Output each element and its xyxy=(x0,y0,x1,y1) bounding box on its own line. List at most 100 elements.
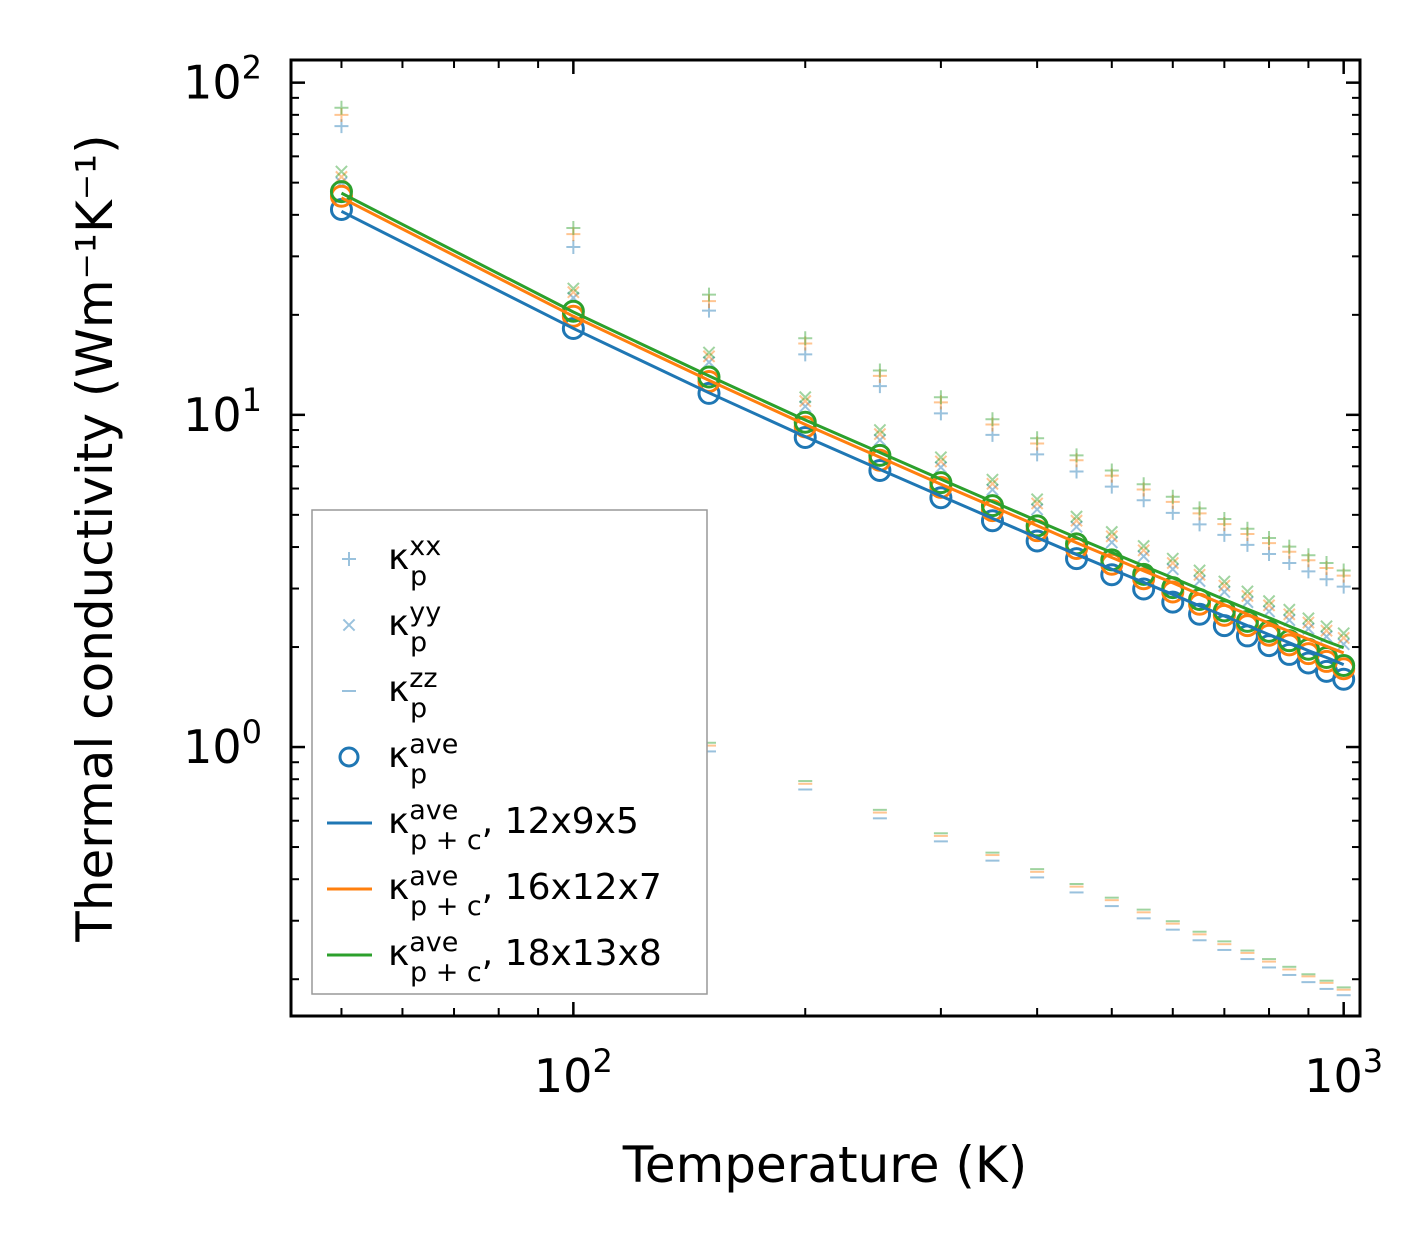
plus-marker xyxy=(1262,530,1277,545)
cross-marker xyxy=(567,285,580,299)
circle-marker xyxy=(1332,667,1356,691)
cross-marker xyxy=(986,473,999,486)
plus-marker xyxy=(1336,579,1351,594)
legend-entry: κave p + c, 16x12x7 xyxy=(327,861,662,922)
circle-marker xyxy=(929,486,953,510)
cross-marker xyxy=(1166,552,1180,565)
plus-marker xyxy=(1136,493,1151,508)
circle-marker xyxy=(1132,577,1156,601)
cross-marker xyxy=(1030,497,1044,510)
plus-marker xyxy=(1030,436,1045,451)
cross-marker xyxy=(1030,503,1044,516)
legend-label: κave p + c, 18x13x8 xyxy=(388,927,662,988)
cross-marker xyxy=(1070,520,1083,534)
cross-marker xyxy=(1283,607,1296,621)
plus-marker xyxy=(1165,494,1180,509)
plus-marker xyxy=(872,363,887,378)
plus-marker xyxy=(933,406,948,421)
plus-marker xyxy=(1217,527,1232,542)
series-line xyxy=(340,196,1345,655)
cross-marker xyxy=(1030,492,1044,506)
legend-label: κave p xyxy=(388,729,458,790)
cross-marker xyxy=(934,451,948,464)
cross-marker xyxy=(986,477,999,491)
cross-marker xyxy=(798,394,812,408)
cross-marker xyxy=(1218,579,1231,592)
series-layer xyxy=(329,100,1356,997)
plus-marker xyxy=(334,119,349,134)
legend-label: κzz p xyxy=(388,663,438,724)
x-tick-label: 102 xyxy=(534,1042,613,1103)
plus-marker xyxy=(1104,468,1119,483)
plus-marker xyxy=(334,100,349,115)
cross-marker xyxy=(1302,612,1315,625)
cross-marker xyxy=(1070,510,1083,523)
plus-marker xyxy=(1336,568,1351,583)
cross-marker xyxy=(986,483,999,497)
x-tick-label: 103 xyxy=(1304,1042,1383,1103)
plus-marker xyxy=(798,331,813,346)
plus-marker xyxy=(1319,556,1334,571)
legend-label: κxx p xyxy=(388,531,441,592)
series-kp_xx_16x12x7 xyxy=(334,107,1351,583)
circle-marker xyxy=(868,458,892,482)
legend-label: κave p + c, 16x12x7 xyxy=(388,861,662,922)
plus-marker xyxy=(1217,517,1232,532)
cross-marker xyxy=(1193,574,1206,588)
plus-marker xyxy=(701,303,716,318)
plus-marker xyxy=(985,427,1000,442)
plus-marker xyxy=(1240,537,1255,552)
y-axis-label: Thermal conductivity (Wm⁻¹K⁻¹) xyxy=(66,134,124,942)
plus-marker xyxy=(1165,505,1180,520)
cross-marker xyxy=(1241,585,1254,598)
cross-marker xyxy=(1137,544,1150,557)
plus-marker xyxy=(334,107,349,122)
circle-marker xyxy=(980,509,1004,533)
circle-marker xyxy=(793,410,817,434)
cross-marker xyxy=(934,461,948,474)
plus-marker xyxy=(1301,548,1316,563)
plus-marker xyxy=(1104,463,1119,478)
plus-marker xyxy=(985,412,1000,427)
plus-marker xyxy=(701,287,716,302)
plus-marker xyxy=(1069,453,1084,468)
legend-box xyxy=(311,509,708,995)
circle-marker xyxy=(329,180,353,204)
cross-marker xyxy=(1137,539,1150,553)
legend-label: κave p + c, 12x9x5 xyxy=(388,795,639,856)
cross-marker xyxy=(1283,603,1296,617)
plus-marker xyxy=(872,368,887,383)
legend-entry: κyy p xyxy=(342,597,441,658)
plus-marker xyxy=(1336,563,1351,578)
legend-entry: κave p xyxy=(338,729,458,790)
plus-marker xyxy=(1262,536,1277,551)
plus-marker xyxy=(933,390,948,405)
plus-marker xyxy=(1165,489,1180,504)
legend-marker-swatch xyxy=(342,618,356,632)
series-kpc_ave_18x13x8 xyxy=(340,191,1345,650)
cross-marker xyxy=(798,390,812,404)
plus-marker xyxy=(566,221,581,236)
plot-frame xyxy=(289,58,1362,1018)
plus-marker xyxy=(566,240,581,255)
plus-marker xyxy=(1104,479,1119,494)
plus-marker xyxy=(1319,560,1334,575)
circle-marker xyxy=(1161,590,1185,614)
legend-label: κyy p xyxy=(388,597,441,658)
cross-marker xyxy=(1218,575,1231,588)
plus-marker xyxy=(1069,448,1084,463)
cross-marker xyxy=(702,346,716,359)
cross-marker xyxy=(873,433,887,447)
circle-marker xyxy=(793,425,817,449)
cross-marker xyxy=(1137,550,1150,563)
cross-marker xyxy=(1105,525,1119,539)
plus-marker xyxy=(1319,572,1334,587)
plus-marker xyxy=(1240,526,1255,541)
plus-marker xyxy=(566,227,581,242)
legend-entry: κave p + c, 18x13x8 xyxy=(327,927,662,988)
cross-marker xyxy=(1166,556,1180,570)
plus-marker xyxy=(1282,539,1297,554)
cross-marker xyxy=(1262,599,1276,612)
plus-marker xyxy=(1030,447,1045,462)
